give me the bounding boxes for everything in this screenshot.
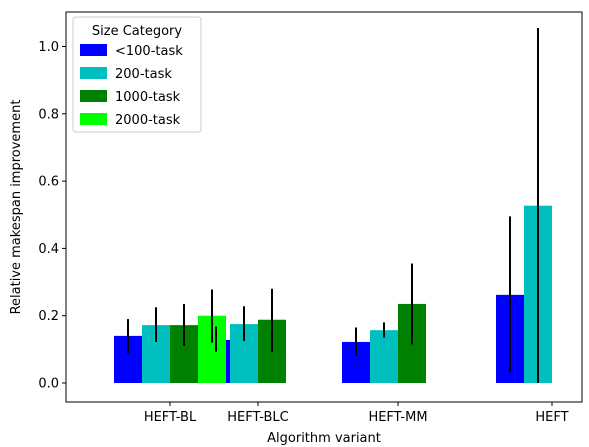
legend-title: Size Category <box>92 24 183 39</box>
x-tick-label: HEFT-BLC <box>227 410 288 425</box>
y-tick-label: 0.0 <box>38 377 59 392</box>
legend-entry: 1000-task <box>115 90 181 105</box>
legend-swatch <box>80 113 107 125</box>
x-tick-label: HEFT-MM <box>368 410 427 425</box>
x-axis: HEFT-BL HEFT-BLC HEFT-MM HEFT <box>144 402 569 425</box>
y-tick-label: 0.4 <box>38 242 59 257</box>
y-tick-label: 0.2 <box>38 309 59 324</box>
y-axis-label: Relative makespan improvement <box>9 100 24 315</box>
legend-entry: 2000-task <box>115 113 181 128</box>
y-tick-label: 0.6 <box>38 175 59 190</box>
y-tick-label: 1.0 <box>38 40 59 55</box>
error-bars-group <box>127 27 539 383</box>
bar <box>370 330 398 383</box>
legend-entry: <100-task <box>115 44 183 59</box>
x-tick-label: HEFT-BL <box>144 410 197 425</box>
legend-swatch <box>80 67 107 79</box>
legend-swatch <box>80 44 107 56</box>
y-tick-label: 0.8 <box>38 107 59 122</box>
x-tick-label: HEFT <box>535 410 568 425</box>
legend-entry: 200-task <box>115 67 172 82</box>
y-axis: 0.0 0.2 0.4 0.6 0.8 1.0 <box>38 40 66 392</box>
legend: Size Category <100-task 200-task 1000-task… <box>72 16 202 133</box>
legend-swatch <box>80 90 107 102</box>
x-axis-label: Algorithm variant <box>267 431 381 446</box>
plot-frame <box>65 11 583 403</box>
